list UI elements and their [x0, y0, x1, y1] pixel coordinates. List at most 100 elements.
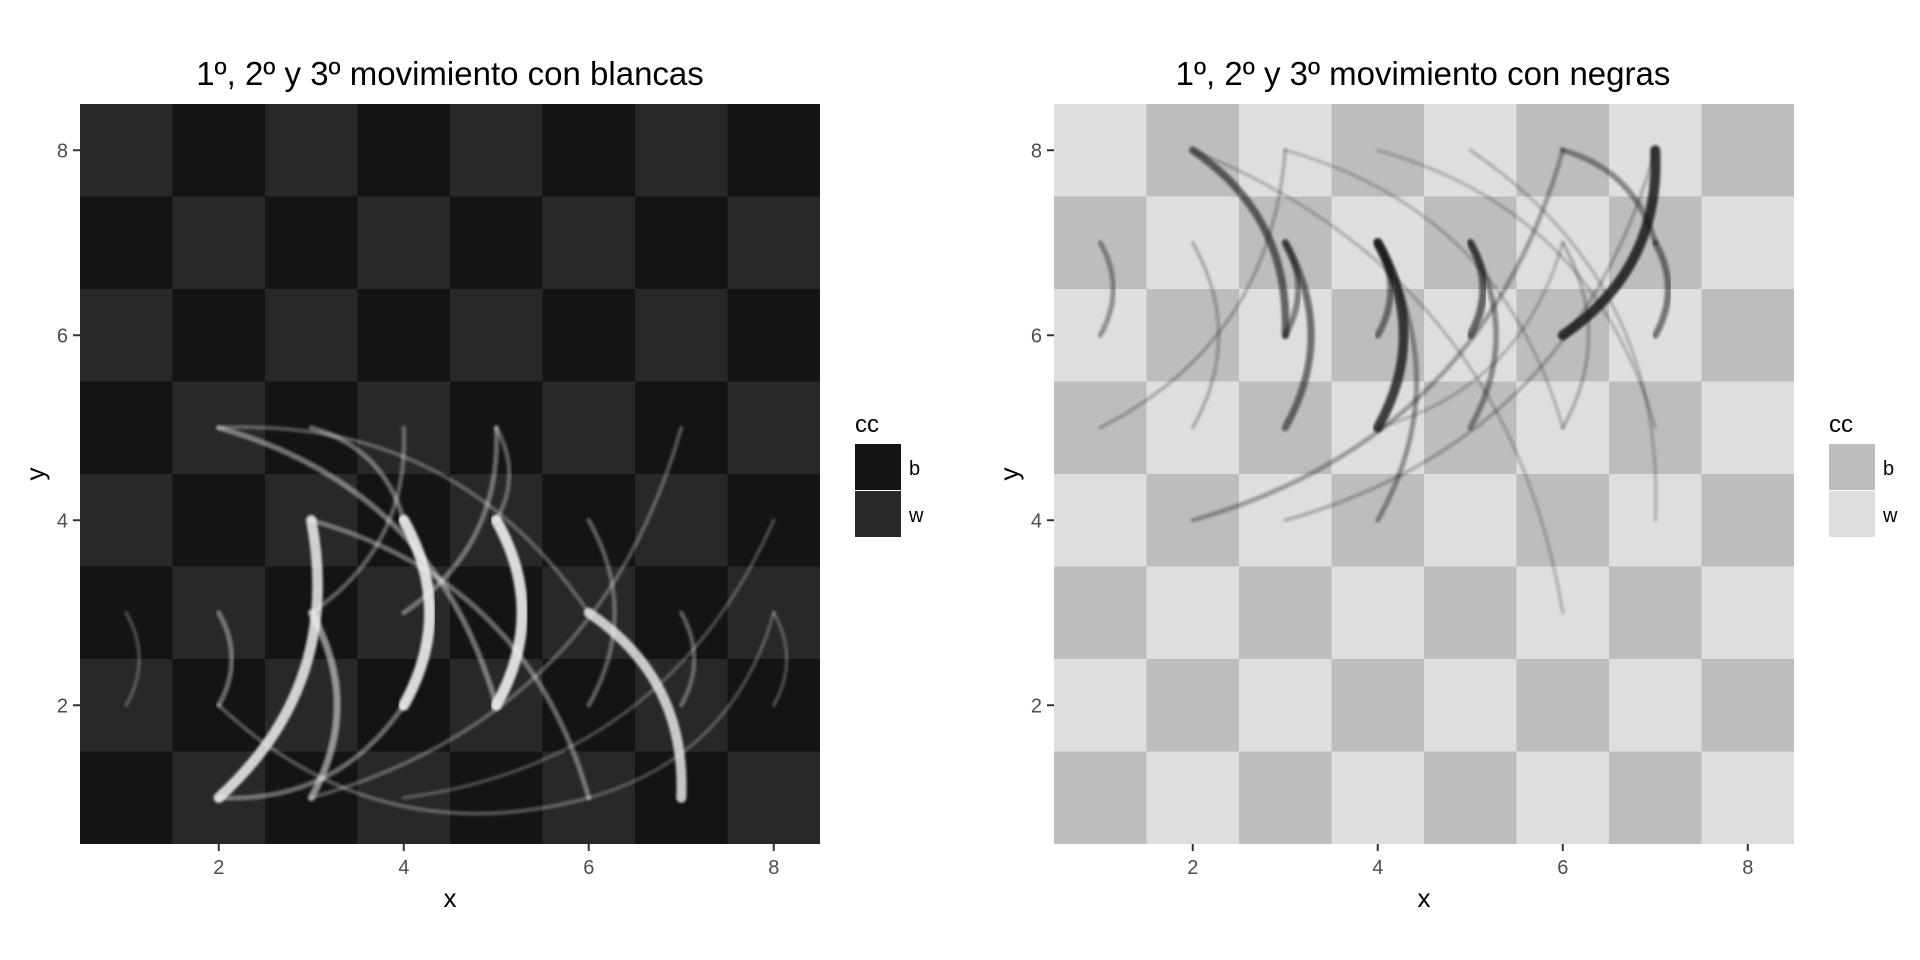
- move-path: [1557, 145, 1661, 341]
- board-square: [1516, 659, 1609, 752]
- board-square: [542, 289, 635, 382]
- chart-title: 1º, 2º y 3º movimiento con blancas: [196, 55, 704, 92]
- legend-swatch-w: [1829, 491, 1875, 537]
- y-tick-label: 2: [1031, 695, 1042, 717]
- board-square: [1609, 566, 1702, 659]
- board-square: [1609, 659, 1702, 752]
- move-path: [1098, 148, 1287, 430]
- board-square: [542, 381, 635, 474]
- move-path: [490, 514, 528, 711]
- axis-ticks: 2 4 6 8 2 4 6 8: [57, 140, 779, 879]
- legend-swatch-b: [855, 444, 901, 490]
- board-square: [635, 104, 728, 197]
- move-path: [1189, 146, 1290, 339]
- move-path: [216, 425, 591, 615]
- legend-title: cc: [1829, 411, 1853, 438]
- move-path: [1561, 241, 1591, 430]
- board-square: [635, 289, 728, 382]
- y-axis-title: y: [994, 468, 1024, 481]
- move-path: [1375, 240, 1420, 523]
- board-square: [542, 196, 635, 289]
- board-square: [1054, 474, 1147, 567]
- move-path: [213, 515, 323, 803]
- chart-black-moves: 1º, 2º y 3º movimiento con negras 2 4 6 8 2 4…: [994, 55, 1898, 913]
- y-tick-label: 8: [1031, 140, 1042, 162]
- board-square: [1424, 751, 1517, 844]
- board-square: [1701, 566, 1794, 659]
- chart-title: 1º, 2º y 3º movimiento con negras: [1176, 55, 1671, 92]
- board-square: [1701, 104, 1794, 197]
- board-square: [265, 196, 358, 289]
- axis-ticks: 2 4 6 8 2 4 6 8: [1031, 140, 1753, 879]
- board-square: [172, 289, 265, 382]
- move-path: [216, 703, 591, 816]
- x-tick-label: 6: [1557, 857, 1568, 879]
- move-path: [1282, 239, 1302, 339]
- y-axis-title: y: [20, 468, 50, 481]
- board-square: [1424, 566, 1517, 659]
- legend-swatch-w: [855, 491, 901, 537]
- move-path: [1097, 240, 1116, 338]
- board-square: [1701, 659, 1794, 752]
- move-paths: [1097, 145, 1672, 615]
- board-square: [1239, 566, 1332, 659]
- legend-label-w: w: [908, 505, 924, 527]
- legend-label-b: b: [909, 458, 920, 480]
- board-square: [1054, 751, 1147, 844]
- move-path: [1376, 241, 1565, 430]
- board-square: [1146, 566, 1239, 659]
- board-square: [265, 289, 358, 382]
- board-square: [635, 196, 728, 289]
- y-tick-label: 4: [1031, 510, 1042, 532]
- board-square: [357, 104, 450, 197]
- board-square: [172, 474, 265, 567]
- y-tick-label: 2: [57, 695, 68, 717]
- x-tick-label: 8: [1742, 857, 1753, 879]
- legend: cc b w: [1829, 411, 1898, 537]
- move-path: [1468, 148, 1658, 522]
- board-square: [727, 289, 820, 382]
- move-path: [309, 425, 407, 615]
- y-tick-label: 6: [57, 325, 68, 347]
- move-path: [309, 425, 684, 800]
- board-square: [172, 196, 265, 289]
- board-square: [1054, 104, 1147, 197]
- board-square: [357, 196, 450, 289]
- move-path: [679, 610, 697, 708]
- board-square: [1239, 751, 1332, 844]
- x-tick-label: 4: [1372, 857, 1383, 879]
- move-path: [1191, 148, 1565, 615]
- x-tick-label: 8: [768, 857, 779, 879]
- board-square: [172, 104, 265, 197]
- board: [1054, 104, 1794, 844]
- x-tick-label: 2: [213, 857, 224, 879]
- board-square: [80, 104, 173, 197]
- move-path: [1376, 148, 1657, 430]
- x-tick-label: 4: [398, 857, 409, 879]
- move-path: [587, 611, 776, 800]
- chart-white-moves: 1º, 2º y 3º movimiento con blancas 2 4 6 8 2…: [20, 55, 924, 913]
- move-path: [216, 425, 499, 708]
- move-path: [308, 517, 592, 801]
- board-square: [450, 196, 543, 289]
- x-axis-title: x: [1418, 883, 1431, 913]
- board-square: [727, 381, 820, 474]
- y-tick-label: 8: [57, 140, 68, 162]
- board-square: [1054, 659, 1147, 752]
- move-path: [1191, 241, 1221, 430]
- x-tick-label: 2: [1187, 857, 1198, 879]
- board-square: [1054, 566, 1147, 659]
- board-square: [1424, 659, 1517, 752]
- move-path: [398, 514, 436, 711]
- board-square: [265, 659, 358, 752]
- board: [80, 104, 820, 844]
- y-tick-label: 4: [57, 510, 68, 532]
- board-square: [727, 104, 820, 197]
- move-path: [1652, 239, 1672, 339]
- board-square: [450, 566, 543, 659]
- board-square: [1146, 751, 1239, 844]
- move-path: [402, 518, 776, 800]
- board-square: [1701, 289, 1794, 382]
- board-square: [1424, 474, 1517, 567]
- move-path: [1560, 147, 1658, 246]
